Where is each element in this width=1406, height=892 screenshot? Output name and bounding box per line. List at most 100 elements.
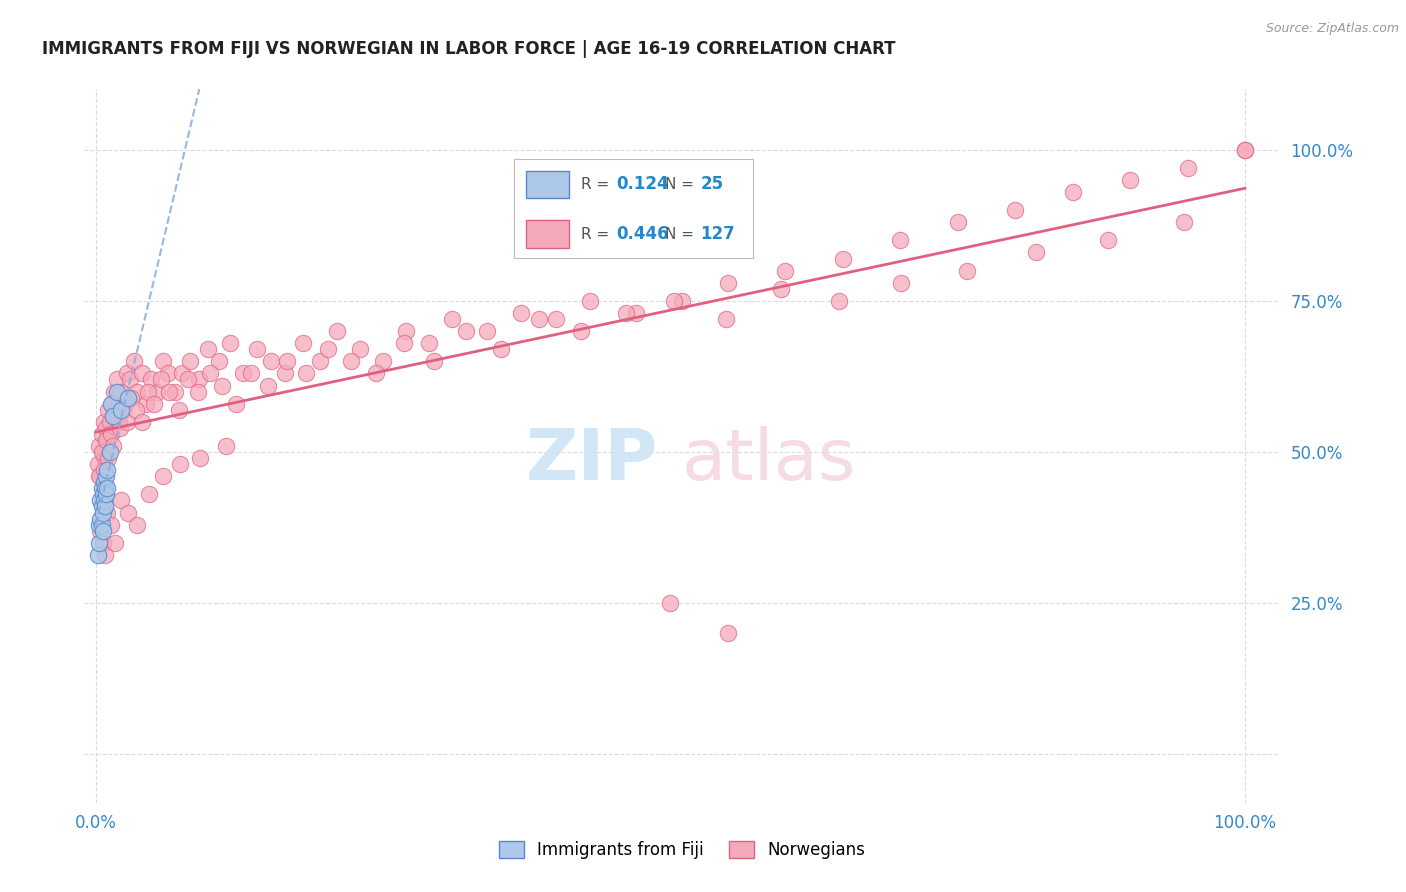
Point — [717, 276, 740, 290]
Text: R =: R = — [581, 177, 614, 192]
Text: N =: N = — [665, 227, 699, 242]
Text: ZIP: ZIP — [526, 425, 658, 495]
Point — [98, 415, 121, 429]
Point — [956, 263, 979, 277]
Point — [96, 481, 118, 495]
Point — [100, 426, 122, 441]
Point — [211, 378, 233, 392]
Point — [101, 439, 124, 453]
Point — [1119, 173, 1142, 187]
Point — [340, 354, 363, 368]
Point — [579, 293, 602, 308]
Text: R =: R = — [581, 227, 614, 242]
Point — [96, 421, 118, 435]
Point — [117, 506, 139, 520]
Point — [422, 354, 444, 368]
Point — [395, 324, 418, 338]
Point — [101, 397, 124, 411]
Point — [170, 367, 193, 381]
Point — [177, 372, 200, 386]
Point — [98, 445, 121, 459]
Point — [89, 535, 111, 549]
Point — [117, 391, 139, 405]
Point — [1173, 215, 1195, 229]
Point — [96, 469, 118, 483]
Point — [139, 372, 162, 386]
Point — [165, 384, 187, 399]
Point — [889, 233, 911, 247]
Point — [127, 384, 149, 399]
Point — [115, 367, 138, 381]
Point — [775, 263, 797, 277]
Point — [157, 384, 180, 399]
Point — [91, 506, 114, 520]
Point — [87, 457, 110, 471]
Point — [100, 426, 122, 441]
Point — [93, 475, 115, 490]
Point — [100, 397, 122, 411]
Point — [717, 626, 740, 640]
Point — [89, 524, 111, 538]
Point — [198, 367, 221, 381]
Point — [89, 493, 111, 508]
Point — [90, 426, 112, 441]
Text: atlas: atlas — [682, 425, 856, 495]
Point — [115, 415, 138, 429]
Point — [246, 343, 269, 357]
Point — [94, 548, 117, 562]
Point — [418, 336, 440, 351]
Point — [624, 306, 647, 320]
Point — [295, 367, 318, 381]
Point — [104, 402, 127, 417]
Point — [96, 487, 118, 501]
Point — [107, 391, 129, 405]
Point — [392, 336, 415, 351]
Point — [187, 384, 209, 399]
Point — [94, 481, 117, 495]
Point — [91, 535, 114, 549]
Point — [276, 354, 298, 368]
Point — [94, 500, 117, 514]
Point — [125, 402, 148, 417]
Point — [225, 397, 247, 411]
Point — [87, 548, 110, 562]
Point — [291, 336, 314, 351]
Point — [93, 463, 115, 477]
Point — [274, 367, 297, 381]
Text: 25: 25 — [700, 176, 724, 194]
Point — [714, 312, 737, 326]
Point — [659, 596, 682, 610]
Text: 0.124: 0.124 — [617, 176, 669, 194]
Point — [91, 445, 114, 459]
Point — [96, 433, 118, 447]
Point — [105, 409, 128, 423]
Point — [103, 384, 125, 399]
Point — [454, 324, 477, 338]
Text: 0.446: 0.446 — [617, 226, 669, 244]
Point — [94, 451, 117, 466]
Point — [150, 372, 173, 386]
Point — [1233, 143, 1256, 157]
Text: N =: N = — [665, 177, 699, 192]
Point — [90, 445, 112, 459]
Point — [510, 306, 533, 320]
Point — [96, 463, 118, 477]
Point — [529, 312, 551, 326]
Point — [90, 481, 112, 495]
Point — [131, 415, 153, 429]
Point — [769, 282, 792, 296]
Point — [1062, 185, 1084, 199]
Point — [120, 372, 142, 386]
Text: IMMIGRANTS FROM FIJI VS NORWEGIAN IN LABOR FORCE | AGE 16-19 CORRELATION CHART: IMMIGRANTS FROM FIJI VS NORWEGIAN IN LAB… — [42, 40, 896, 58]
Point — [152, 354, 174, 368]
Point — [169, 457, 191, 471]
Legend: Immigrants from Fiji, Norwegians: Immigrants from Fiji, Norwegians — [492, 834, 872, 866]
Point — [441, 312, 464, 326]
Point — [89, 511, 111, 525]
Point — [1177, 161, 1199, 175]
Point — [1097, 233, 1119, 247]
Text: Source: ZipAtlas.com: Source: ZipAtlas.com — [1265, 22, 1399, 36]
Point — [110, 493, 132, 508]
Point — [136, 384, 159, 399]
Point — [127, 517, 149, 532]
